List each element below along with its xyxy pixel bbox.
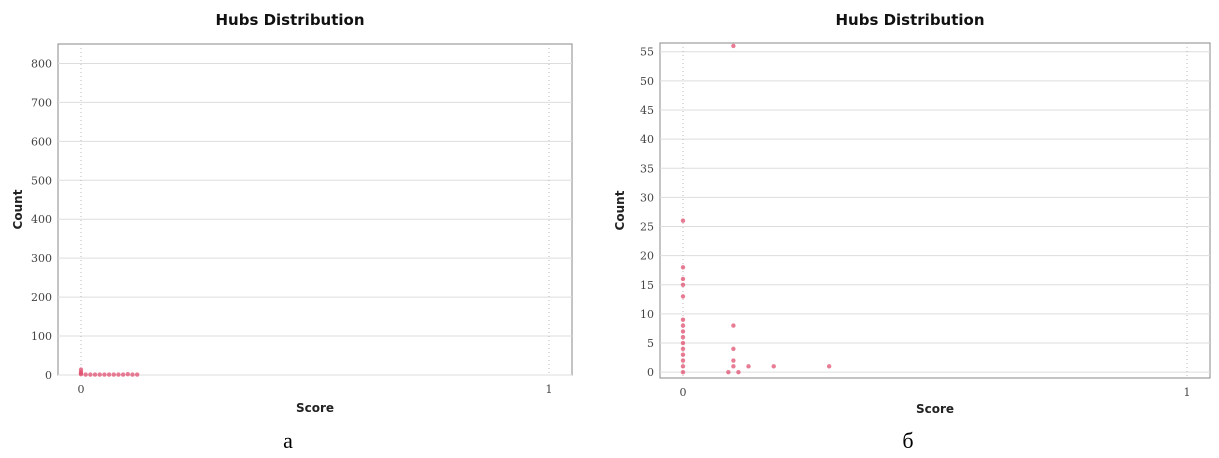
data-point-8 bbox=[102, 372, 107, 377]
y-axis-label: Count bbox=[11, 189, 25, 229]
y-tick-label-45: 45 bbox=[640, 104, 654, 117]
figure-caption-a: а bbox=[283, 428, 293, 453]
y-tick-label-35: 35 bbox=[640, 162, 654, 175]
data-point-15 bbox=[680, 369, 686, 375]
plot-area bbox=[57, 43, 573, 376]
y-tick-label-5: 5 bbox=[647, 337, 654, 350]
y-tick-label-40: 40 bbox=[640, 133, 654, 146]
data-point-19 bbox=[731, 364, 736, 369]
data-point-3 bbox=[78, 372, 84, 377]
data-point-12 bbox=[680, 352, 686, 357]
data-point-21 bbox=[726, 369, 731, 375]
y-tick-label-10: 10 bbox=[640, 308, 654, 321]
y-tick-label-200: 200 bbox=[31, 291, 52, 304]
chart-title: Hubs Distribution bbox=[835, 11, 984, 29]
data-point-9 bbox=[680, 335, 686, 340]
data-point-9 bbox=[106, 372, 112, 377]
y-tick-label-800: 800 bbox=[31, 57, 52, 70]
figure-caption-b: б bbox=[902, 428, 914, 453]
data-point-24 bbox=[826, 364, 832, 369]
x-tick-label-1: 1 bbox=[1184, 386, 1191, 399]
y-tick-label-700: 700 bbox=[31, 96, 52, 109]
data-point-10 bbox=[111, 372, 116, 377]
data-point-13 bbox=[125, 372, 130, 377]
data-point-22 bbox=[746, 364, 751, 369]
figure-panel-a: 0 100 200 300 400 500 600 700 800 0 1 Hubs Distribu… bbox=[0, 0, 600, 458]
data-point-1 bbox=[680, 218, 686, 223]
data-point-7 bbox=[97, 372, 102, 377]
y-tick-label-15: 15 bbox=[640, 279, 654, 292]
data-point-4 bbox=[83, 372, 88, 377]
data-point-6 bbox=[92, 372, 98, 377]
data-point-0 bbox=[731, 43, 736, 49]
data-point-6 bbox=[680, 317, 686, 322]
x-tick-label-0: 0 bbox=[680, 386, 687, 399]
data-point-5 bbox=[680, 294, 686, 299]
data-point-20 bbox=[736, 369, 741, 375]
data-point-7 bbox=[680, 323, 686, 328]
data-point-3 bbox=[680, 276, 686, 282]
y-tick-label-0: 0 bbox=[45, 369, 52, 382]
data-point-13 bbox=[680, 358, 686, 363]
data-point-23 bbox=[771, 364, 776, 369]
data-point-12 bbox=[120, 372, 126, 377]
hubs-distribution-chart-a: 0 100 200 300 400 500 600 700 800 0 1 Hubs Distribu… bbox=[11, 11, 573, 415]
data-point-18 bbox=[731, 358, 736, 363]
x-tick-label-0: 0 bbox=[78, 383, 85, 396]
chart-title: Hubs Distribution bbox=[215, 11, 364, 29]
data-point-5 bbox=[88, 372, 93, 377]
x-tick-label-1: 1 bbox=[546, 383, 553, 396]
y-axis-label: Count bbox=[613, 190, 627, 230]
data-point-16 bbox=[731, 323, 736, 328]
data-point-11 bbox=[680, 346, 686, 352]
x-axis-label: Score bbox=[916, 402, 954, 416]
y-tick-label-100: 100 bbox=[31, 330, 52, 343]
y-tick-label-600: 600 bbox=[31, 135, 52, 148]
data-point-8 bbox=[680, 329, 686, 334]
data-point-14 bbox=[130, 372, 135, 377]
plot-area bbox=[659, 42, 1211, 379]
figure-panel-b: 0 5 10 15 20 25 30 35 40 45 50 55 0 1 Hubs Distributio… bbox=[600, 0, 1219, 458]
y-tick-label-0: 0 bbox=[647, 366, 654, 379]
y-tick-label-400: 400 bbox=[31, 213, 52, 226]
y-tick-label-55: 55 bbox=[640, 46, 654, 59]
x-axis-label: Score bbox=[296, 401, 334, 415]
data-point-14 bbox=[680, 364, 686, 369]
data-point-15 bbox=[134, 372, 140, 377]
y-tick-label-300: 300 bbox=[31, 252, 52, 265]
data-point-17 bbox=[731, 346, 736, 352]
data-point-10 bbox=[680, 340, 686, 346]
data-point-11 bbox=[116, 372, 121, 377]
y-tick-label-500: 500 bbox=[31, 174, 52, 187]
y-tick-label-20: 20 bbox=[640, 250, 654, 263]
data-point-4 bbox=[680, 282, 686, 287]
data-point-2 bbox=[680, 265, 686, 270]
y-tick-label-50: 50 bbox=[640, 75, 654, 88]
y-tick-label-25: 25 bbox=[640, 221, 654, 234]
hubs-distribution-chart-b: 0 5 10 15 20 25 30 35 40 45 50 55 0 1 Hubs Distributio… bbox=[613, 11, 1211, 416]
y-tick-label-30: 30 bbox=[640, 191, 654, 204]
